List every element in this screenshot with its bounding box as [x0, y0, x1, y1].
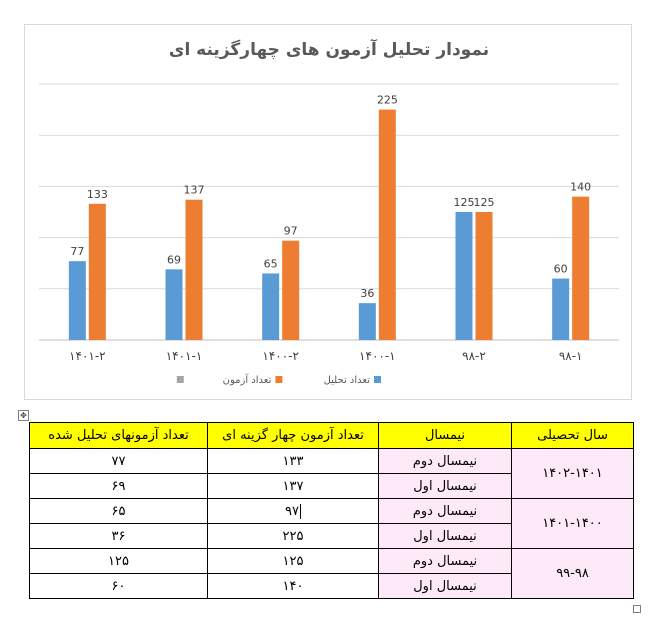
exam-count-cell[interactable]: ۱۳۳	[207, 448, 379, 474]
bar[interactable]	[165, 269, 183, 340]
table-row: نیمسال اول ۱۴۰ ۶۰	[29, 573, 634, 599]
data-label: 77	[70, 245, 84, 258]
legend-swatch	[275, 376, 283, 383]
legend: تعداد تحلیل تعداد آزمون	[176, 373, 381, 386]
exam-count-cell[interactable]: ۲۲۵	[207, 523, 379, 549]
table-move-handle-icon[interactable]: ✥	[18, 410, 29, 421]
data-label: 36	[360, 287, 374, 300]
header-academic-year: سال تحصیلی	[511, 422, 634, 449]
exam-count-cell[interactable]: ۱۲۵	[207, 548, 379, 574]
exam-count-cell[interactable]: ۱۳۷	[207, 473, 379, 499]
semester-cell[interactable]: نیمسال دوم	[378, 548, 512, 574]
semester-cell[interactable]: نیمسال دوم	[378, 448, 512, 474]
data-labels: 60 140 125 125 36 225 65 97 69 137 77 133	[70, 94, 591, 301]
bar[interactable]	[475, 212, 493, 340]
table-row: ۹۹-۹۸ نیمسال دوم ۱۲۵ ۱۲۵	[29, 548, 634, 599]
data-label: 137	[184, 184, 205, 197]
analyzed-count-cell[interactable]: ۱۲۵	[29, 548, 208, 574]
data-label: 69	[167, 253, 181, 266]
data-label: 60	[554, 263, 568, 276]
gridlines	[39, 83, 619, 341]
semester-cell[interactable]: نیمسال دوم	[378, 498, 512, 524]
bar[interactable]	[378, 109, 396, 340]
table-row: نیمسال اول ۱۳۷ ۶۹	[29, 473, 634, 499]
x-tick-label: ۱۴۰۰-۱	[359, 349, 396, 363]
x-tick-label: ۹۸-۱	[559, 349, 583, 363]
analyzed-count-cell[interactable]: ۶۹	[29, 473, 208, 499]
semester-cell[interactable]: نیمسال اول	[378, 523, 512, 549]
exam-count-cell[interactable]: ۹۷	[207, 498, 379, 524]
data-label: 125	[454, 196, 475, 209]
data-label: 65	[264, 257, 278, 270]
bar[interactable]	[572, 196, 590, 340]
bar[interactable]	[88, 203, 106, 340]
data-label: 97	[284, 225, 298, 238]
semester-cell[interactable]: نیمسال اول	[378, 573, 512, 599]
header-exam-count: تعداد آزمون چهار گزینه ای	[207, 422, 379, 449]
bar[interactable]	[262, 273, 280, 340]
data-label: 125	[474, 196, 495, 209]
bar[interactable]	[185, 199, 203, 340]
bar-chart: نمودار تحلیل آزمون های چهارگزینه ای 60 14…	[39, 38, 619, 386]
bar[interactable]	[552, 278, 570, 340]
legend-swatch	[176, 376, 184, 383]
legend-swatch	[374, 376, 381, 383]
x-tick-label: ۱۴۰۱-۲	[69, 349, 106, 363]
x-tick-label: ۱۴۰۱-۱	[166, 349, 203, 363]
data-label: 225	[377, 94, 398, 107]
exam-count-value: ۹۷	[285, 503, 299, 519]
analyzed-count-cell[interactable]: ۶۵	[29, 498, 208, 524]
table-row: ۱۴۰۱-۱۴۰۰ نیمسال دوم ۹۷ ۶۵	[29, 498, 634, 549]
header-semester: نیمسال	[378, 422, 512, 449]
x-axis-tick-labels: ۹۸-۱ ۹۸-۲ ۱۴۰۰-۱ ۱۴۰۰-۲ ۱۴۰۱-۱ ۱۴۰۱-۲	[69, 349, 582, 363]
analyzed-count-cell[interactable]: ۳۶	[29, 523, 208, 549]
table-resize-handle[interactable]	[633, 605, 641, 613]
year-cell[interactable]: ۹۹-۹۸	[511, 548, 634, 599]
data-label: 133	[87, 188, 108, 201]
exam-count-cell[interactable]: ۱۴۰	[207, 573, 379, 599]
bar[interactable]	[358, 303, 376, 340]
analyzed-count-cell[interactable]: ۶۰	[29, 573, 208, 599]
table-header-row: سال تحصیلی نیمسال تعداد آزمون چهار گزینه…	[29, 422, 634, 449]
bar[interactable]	[455, 212, 473, 340]
x-tick-label: ۱۴۰۰-۲	[262, 349, 299, 363]
semester-cell[interactable]: نیمسال اول	[378, 473, 512, 499]
bar[interactable]	[282, 240, 300, 340]
bars	[68, 109, 590, 340]
data-label: 140	[570, 181, 591, 194]
chart-area[interactable]: نمودار تحلیل آزمون های چهارگزینه ای 60 14…	[24, 24, 632, 400]
header-analyzed-count: تعداد آزمونهای تحلیل شده	[29, 422, 208, 449]
data-table: سال تحصیلی نیمسال تعداد آزمون چهار گزینه…	[29, 422, 634, 599]
bar[interactable]	[68, 261, 86, 340]
year-cell[interactable]: ۱۴۰۱-۱۴۰۰	[511, 498, 634, 549]
text-cursor	[299, 503, 301, 519]
year-cell[interactable]: ۱۴۰۲-۱۴۰۱	[511, 448, 634, 499]
table-row: ۱۴۰۲-۱۴۰۱ نیمسال دوم ۱۳۳ ۷۷	[29, 448, 634, 499]
legend-label: تعداد آزمون	[223, 373, 272, 386]
analyzed-count-cell[interactable]: ۷۷	[29, 448, 208, 474]
table-row: نیمسال اول ۲۲۵ ۳۶	[29, 523, 634, 549]
chart-title: نمودار تحلیل آزمون های چهارگزینه ای	[169, 38, 489, 60]
legend-label: تعداد تحلیل	[324, 375, 371, 386]
x-tick-label: ۹۸-۲	[462, 349, 486, 363]
